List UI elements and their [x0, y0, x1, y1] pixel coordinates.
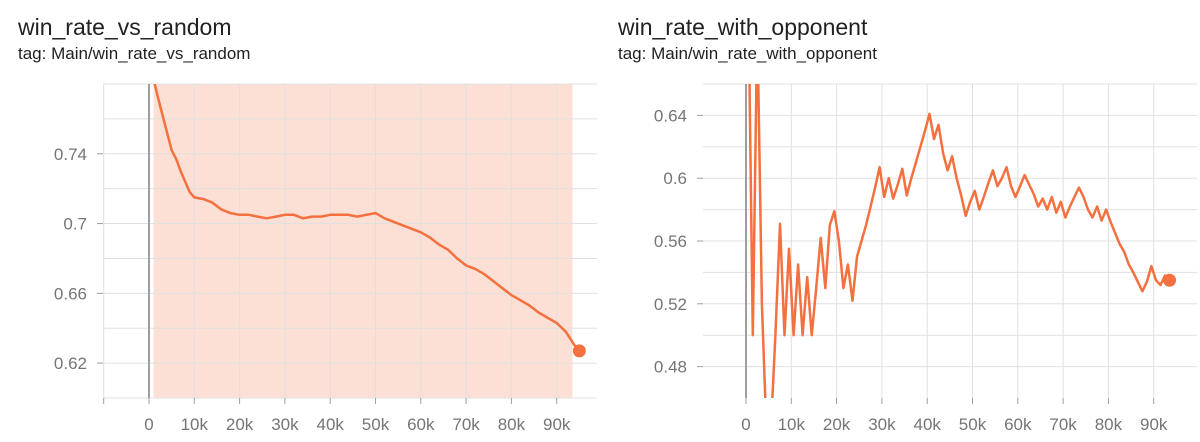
series-end-marker: [572, 344, 586, 358]
raw-data-band: [153, 84, 573, 398]
chart-panel-win-rate-with-opponent: win_rate_with_opponent tag: Main/win_rat…: [600, 0, 1200, 442]
y-tick-label: 0.64: [654, 106, 687, 125]
x-tick-label: 20k: [823, 415, 851, 434]
x-tick-label: 80k: [498, 415, 526, 434]
series-line: [153, 84, 581, 353]
x-tick-label: 50k: [959, 415, 987, 434]
x-tick-label: 90k: [1140, 415, 1168, 434]
chart-tag: tag: Main/win_rate_vs_random: [18, 44, 251, 63]
x-tick-label: 0: [741, 415, 750, 434]
series-end-marker: [1163, 273, 1177, 287]
y-tick-label: 0.66: [54, 284, 87, 303]
chart-panel-win-rate-vs-random: win_rate_vs_random tag: Main/win_rate_vs…: [18, 14, 597, 434]
x-tick-label: 70k: [1049, 415, 1077, 434]
x-tick-label: 10k: [181, 415, 209, 434]
y-tick-label: 0.56: [654, 232, 687, 251]
chart-title: win_rate_with_opponent: [618, 14, 868, 40]
x-tick-label: 30k: [271, 415, 299, 434]
x-tick-label: 10k: [778, 415, 806, 434]
chart-plot-win-rate-with-opponent: 0.48 0.52 0.56 0.6 0.64 0 10k 20k 30k 40k 50k 60k 70…: [654, 83, 1197, 434]
x-tick-label: 80k: [1095, 415, 1123, 434]
y-tick-label: 0.74: [54, 145, 87, 164]
y-tick-label: 0.48: [654, 358, 687, 377]
x-tick-label: 30k: [868, 415, 896, 434]
y-tick-label: 0.62: [54, 354, 87, 373]
chart-tag: tag: Main/win_rate_with_opponent: [618, 44, 877, 63]
series-line: [748, 84, 1171, 398]
x-tick-label: 60k: [407, 415, 435, 434]
x-tick-label: 40k: [913, 415, 941, 434]
x-tick-label: 20k: [226, 415, 254, 434]
x-tick-label: 60k: [1004, 415, 1032, 434]
chart-plot-win-rate-vs-random: 0.62 0.66 0.7 0.74 0 10k 20k 30k 40k 50k 60k 70k 80k…: [54, 83, 597, 434]
x-tick-label: 0: [144, 415, 153, 434]
y-tick-label: 0.52: [654, 295, 687, 314]
x-tick-label: 40k: [316, 415, 344, 434]
x-tick-label: 90k: [543, 415, 571, 434]
x-tick-label: 70k: [452, 415, 480, 434]
y-tick-label: 0.7: [63, 215, 87, 234]
x-tick-label: 50k: [362, 415, 390, 434]
y-tick-label: 0.6: [663, 169, 687, 188]
chart-title: win_rate_vs_random: [18, 14, 232, 40]
